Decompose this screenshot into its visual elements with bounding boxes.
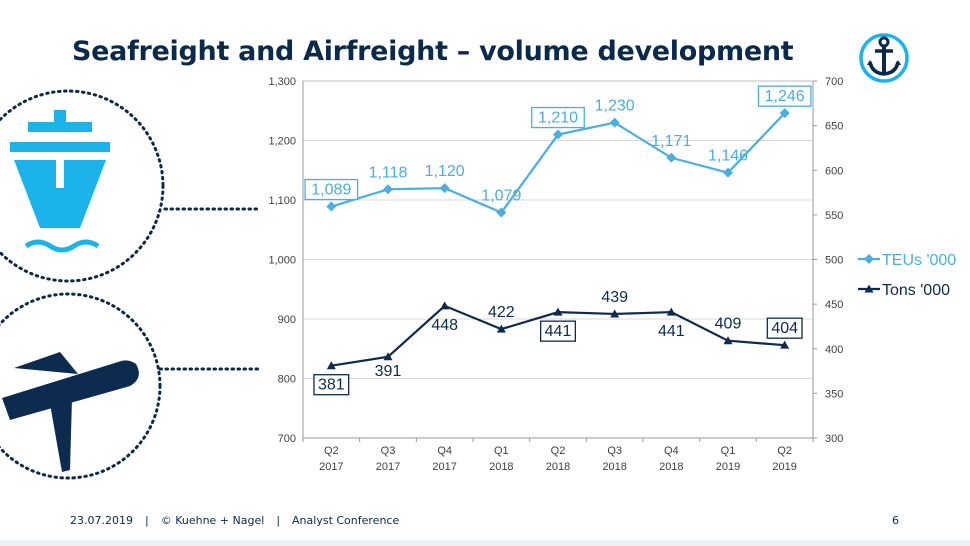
x-tick-label: Q4 bbox=[664, 445, 679, 457]
teu-data-label: 1,171 bbox=[651, 133, 691, 150]
y-right-tick-label: 350 bbox=[825, 388, 843, 400]
page-title: Seafreight and Airfreight – volume devel… bbox=[72, 36, 794, 67]
x-tick-label: Q2 bbox=[777, 445, 792, 457]
anchor-logo-icon bbox=[859, 33, 909, 83]
tons-point bbox=[553, 307, 563, 316]
x-tick-label: 2017 bbox=[432, 461, 456, 473]
tons-point bbox=[326, 361, 336, 370]
footer-separator: | bbox=[276, 514, 281, 527]
teu-data-label-box bbox=[757, 85, 812, 107]
x-tick-label: 2018 bbox=[602, 461, 626, 473]
teu-data-label: 1,079 bbox=[481, 187, 521, 204]
teu-data-label-box bbox=[531, 106, 585, 129]
teu-data-label: 1,230 bbox=[595, 98, 635, 115]
tons-data-label-box bbox=[313, 374, 350, 396]
x-tick-label: 2017 bbox=[319, 461, 343, 473]
legend-label: TEUs '000 bbox=[882, 252, 956, 269]
teu-data-label: 1,089 bbox=[311, 182, 351, 199]
tons-data-label: 391 bbox=[375, 363, 402, 380]
x-tick-label: Q3 bbox=[607, 445, 622, 457]
tons-data-label: 441 bbox=[545, 323, 572, 340]
footer-separator: | bbox=[144, 514, 149, 527]
y-left-tick-label: 1,300 bbox=[268, 76, 296, 88]
x-tick-label: 2019 bbox=[772, 461, 796, 473]
page-number: 6 bbox=[892, 514, 899, 527]
tons-point bbox=[383, 352, 393, 361]
x-tick-label: 2018 bbox=[489, 461, 513, 473]
footer-company: © Kuehne + Nagel bbox=[160, 514, 265, 527]
y-left-tick-label: 1,100 bbox=[268, 195, 296, 207]
tons-point bbox=[666, 307, 676, 316]
tons-data-label-box bbox=[766, 317, 803, 339]
y-right-tick-label: 400 bbox=[825, 344, 843, 356]
legend: TEUs '000 Tons '000 bbox=[858, 252, 956, 299]
tons-data-label-box bbox=[540, 320, 577, 342]
tons-data-label: 422 bbox=[488, 304, 515, 321]
x-tick-label: 2018 bbox=[659, 461, 683, 473]
tons-point bbox=[496, 324, 506, 333]
tons-point bbox=[440, 301, 450, 310]
y-left-tick-label: 800 bbox=[278, 374, 296, 386]
x-tick-label: Q3 bbox=[381, 445, 396, 457]
x-tick-label: Q2 bbox=[324, 445, 339, 457]
series-layer: 1,089 1,118 1,120 1,079 1,210 1,230 1,171 1,146… bbox=[304, 85, 812, 396]
tons-data-label: 381 bbox=[318, 377, 345, 394]
teu-point bbox=[553, 129, 563, 140]
teu-point bbox=[383, 184, 393, 195]
legend-label: Tons '000 bbox=[882, 282, 950, 299]
tons-point bbox=[780, 340, 790, 349]
teu-point bbox=[723, 167, 733, 178]
x-tick-label: Q1 bbox=[721, 445, 736, 457]
tons-data-label: 439 bbox=[601, 289, 628, 306]
footer-date: 23.07.2019 bbox=[70, 514, 133, 527]
legend-marker bbox=[864, 254, 874, 264]
y-left-tick-label: 1,000 bbox=[268, 255, 296, 267]
x-tick-label: 2019 bbox=[716, 461, 740, 473]
ship-icon bbox=[0, 89, 165, 283]
airplane-icon bbox=[0, 292, 162, 480]
y-right-tick-label: 700 bbox=[825, 76, 843, 88]
teu-point bbox=[779, 108, 790, 119]
teu-point bbox=[666, 152, 677, 163]
tons-point bbox=[610, 309, 620, 318]
teu-point bbox=[439, 183, 450, 194]
teu-point bbox=[326, 201, 337, 212]
x-tick-label: Q4 bbox=[437, 445, 452, 457]
y-right-tick-label: 550 bbox=[825, 210, 843, 222]
teu-data-label: 1,118 bbox=[369, 164, 408, 181]
y-right-tick-label: 300 bbox=[825, 433, 843, 445]
teu-data-label: 1,120 bbox=[425, 163, 465, 180]
teu-data-label: 1,246 bbox=[765, 88, 805, 105]
y-right-tick-label: 650 bbox=[825, 121, 843, 133]
footer: 23.07.2019 | © Kuehne + Nagel | Analyst Conf… bbox=[70, 514, 399, 527]
y-right-tick-label: 500 bbox=[825, 255, 843, 267]
legend-marker bbox=[864, 284, 874, 293]
bottom-bar bbox=[0, 540, 970, 546]
teu-data-label: 1,146 bbox=[708, 148, 748, 165]
teu-point bbox=[496, 207, 507, 218]
x-tick-label: 2018 bbox=[546, 461, 570, 473]
teu-data-label-box bbox=[304, 178, 359, 201]
y-left-tick-label: 900 bbox=[278, 314, 296, 326]
teu-point bbox=[609, 117, 620, 128]
tons-point bbox=[723, 336, 733, 345]
x-tick-label: 2017 bbox=[376, 461, 400, 473]
teu-data-label: 1,210 bbox=[538, 110, 578, 127]
y-right-tick-label: 600 bbox=[825, 165, 843, 177]
tons-data-label: 441 bbox=[658, 323, 685, 340]
tons-data-label: 404 bbox=[771, 320, 798, 337]
y-right-tick-label: 450 bbox=[825, 299, 843, 311]
x-tick-label: Q2 bbox=[551, 445, 566, 457]
y-left-tick-label: 700 bbox=[278, 433, 296, 445]
x-tick-label: Q1 bbox=[494, 445, 509, 457]
y-left-tick-label: 1,200 bbox=[268, 136, 296, 148]
footer-event: Analyst Conference bbox=[292, 514, 400, 527]
tons-data-label: 448 bbox=[431, 317, 458, 334]
axes: 700 800 900 1,000 1,100 1,200 1,300 300 350 400 45… bbox=[268, 76, 843, 473]
tons-data-label: 409 bbox=[715, 316, 742, 333]
